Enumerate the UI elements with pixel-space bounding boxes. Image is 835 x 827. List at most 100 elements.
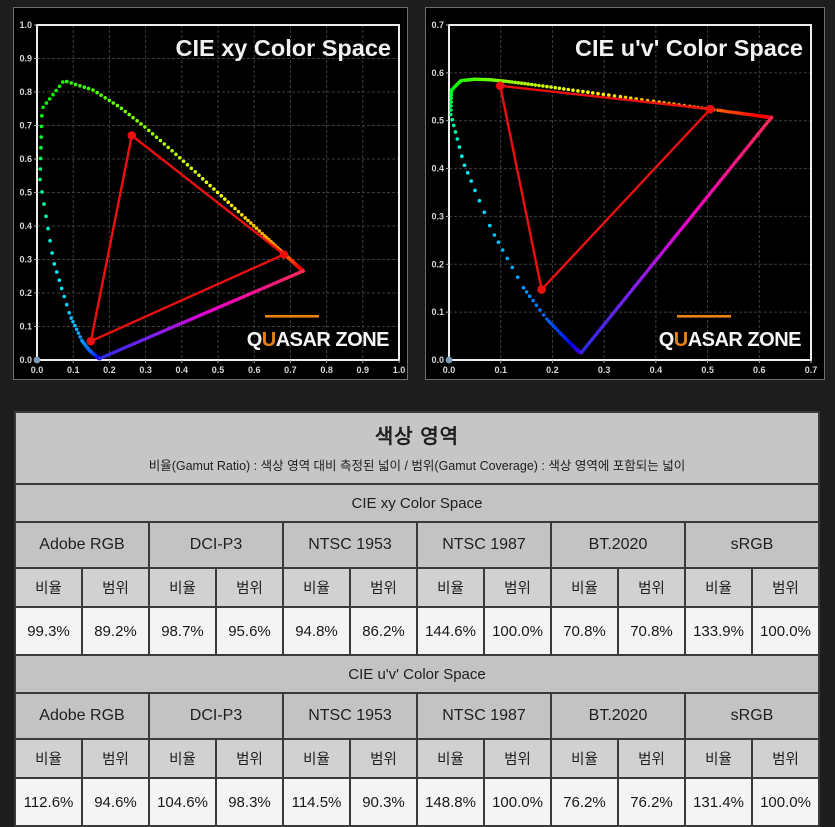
gamut-value: 99.3% — [14, 606, 83, 656]
spectral-locus-dot — [529, 82, 534, 87]
section-header: CIE u'v' Color Space — [14, 654, 820, 694]
spectral-locus-dot — [51, 92, 55, 97]
gamut-value: 100.0% — [751, 606, 820, 656]
spectral-locus-dot — [170, 149, 174, 153]
y-tick-label: 0.1 — [431, 307, 444, 317]
spectral-locus-dot — [523, 81, 527, 86]
spectral-locus-dot — [449, 104, 453, 108]
plot-border — [448, 24, 812, 361]
table-subtitle: 비율(Gamut Ratio) : 색상 영역 대비 측정된 넓이 / 범위(G… — [148, 459, 686, 473]
colorspace-header: BT.2020 — [550, 692, 686, 740]
gamut-value: 112.6% — [14, 777, 83, 827]
spectral-locus-dot — [477, 198, 482, 203]
spectral-locus-dot — [40, 114, 44, 118]
y-tick-label: 0.7 — [431, 20, 444, 30]
x-tick-label: 0.0 — [443, 365, 456, 375]
spectral-locus-dot — [562, 87, 566, 91]
spectral-locus-dot — [65, 79, 69, 84]
spectral-locus-dot — [549, 85, 553, 89]
spectral-locus-dot — [607, 93, 611, 97]
spectral-locus-dot — [38, 156, 43, 161]
gamut-vertex-dot — [537, 285, 546, 294]
quasar-zone-logo: QUASAR ZONE — [659, 329, 801, 351]
spectral-locus-dot — [510, 265, 515, 270]
spectral-locus-dot — [526, 82, 530, 86]
gamut-triangle — [89, 134, 286, 343]
spectral-locus-dot — [40, 190, 44, 194]
spectral-locus-dot — [197, 173, 201, 178]
spectral-locus-dot — [457, 145, 462, 149]
spectral-locus-dot — [233, 206, 237, 211]
spectral-locus-dot — [119, 106, 124, 111]
ratio-header: 비율 — [416, 567, 485, 608]
spectral-locus-dot — [223, 197, 227, 201]
spectral-locus-dot — [591, 91, 595, 95]
ratio-header: 비율 — [416, 738, 485, 779]
origin-dot — [445, 356, 453, 364]
spectral-locus-dot — [716, 108, 720, 112]
coverage-header: 범위 — [349, 567, 418, 608]
spectral-locus-dot — [254, 226, 259, 231]
spectral-locus-dot — [501, 79, 506, 83]
spectral-locus-dot — [44, 214, 48, 219]
spectral-locus-dot — [154, 135, 159, 139]
spectral-locus-dot — [229, 203, 234, 208]
cie-uv-chart: 0.0 0.1 0.2 0.3 0.4 0.5 0.6 0.7 0.0 0.1 0.2 0.3 0.4 0… — [425, 7, 825, 380]
colorspace-header: sRGB — [684, 521, 820, 569]
spectral-locus-dot — [488, 223, 492, 228]
y-tick-label: 0.0 — [431, 355, 444, 365]
x-tick-label: 0.3 — [598, 365, 611, 375]
gamut-vertex-dot — [86, 336, 96, 346]
y-tick-label: 1.0 — [19, 20, 32, 30]
spectral-locus-dot — [39, 124, 44, 129]
spectral-locus-dot — [623, 95, 628, 100]
y-tick-label: 0.2 — [431, 259, 444, 269]
spectral-locus-dot — [150, 132, 155, 136]
spectral-locus-dot — [57, 278, 62, 283]
spectral-locus-dot — [538, 308, 542, 312]
spectral-locus-dot — [555, 328, 560, 333]
chart-svg: 0.0 0.1 0.2 0.3 0.4 0.5 0.6 0.7 0.8 0.9 1.0 0.0 0.1 0… — [19, 20, 405, 375]
spectral-locus-dot — [38, 167, 43, 171]
spectral-locus-dot — [204, 180, 209, 184]
y-tick-label: 0.4 — [431, 164, 444, 174]
spectral-locus-dot — [181, 159, 186, 164]
ratio-header: 비율 — [148, 567, 217, 608]
spectral-locus-dot — [449, 112, 453, 117]
x-tick-label: 0.2 — [546, 365, 559, 375]
ratio-header: 비율 — [282, 567, 351, 608]
spectral-locus-dot — [449, 96, 453, 101]
spectral-locus-dot — [541, 313, 546, 317]
gamut-value: 98.3% — [215, 777, 284, 827]
spectral-locus-dot — [127, 112, 131, 117]
x-tick-label: 0.5 — [701, 365, 714, 375]
gamut-value: 104.6% — [148, 777, 217, 827]
y-tick-label: 0.7 — [19, 121, 32, 131]
spectral-locus-dot — [226, 200, 230, 204]
gamut-value: 100.0% — [483, 606, 552, 656]
chart-title: CIE xy Color Space — [176, 35, 392, 61]
spectral-locus-dot — [44, 101, 49, 105]
spectral-locus-dot — [451, 123, 456, 128]
spectral-locus-dot — [78, 335, 82, 339]
coverage-header: 범위 — [81, 738, 150, 779]
spectral-locus-dot — [111, 101, 116, 105]
spectral-locus-dot — [74, 327, 79, 332]
spectral-locus-dot — [71, 320, 75, 324]
spectral-locus-dot — [46, 226, 50, 231]
gamut-table-wrap: 색상 영역 비율(Gamut Ratio) : 색상 영역 대비 측정된 넓이 /… — [14, 411, 821, 827]
spectral-locus-dot — [541, 84, 545, 88]
spectral-locus-dot — [212, 187, 216, 191]
spectral-locus-dot — [61, 80, 65, 84]
y-tick-label: 0.3 — [19, 255, 32, 265]
spectral-locus-dot — [449, 100, 453, 104]
gamut-value: 89.2% — [81, 606, 150, 656]
spectral-locus-dot — [557, 86, 562, 91]
y-tick-label: 0.4 — [19, 221, 32, 231]
spectral-locus-dot — [131, 115, 135, 120]
spectral-locus-dot — [107, 98, 112, 103]
coverage-header: 범위 — [617, 738, 686, 779]
x-tick-label: 0.1 — [67, 365, 80, 375]
spectral-locus-dot — [507, 79, 511, 84]
spectral-locus-dot — [527, 294, 532, 299]
